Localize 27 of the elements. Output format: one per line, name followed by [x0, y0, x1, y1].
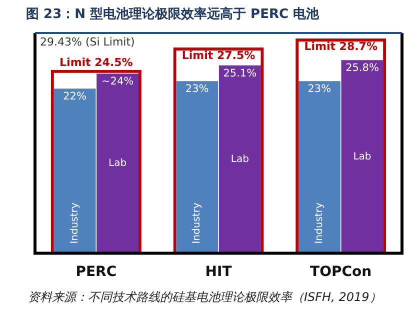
chart-title: 图 23：N 型电池理论极限效率远高于 PERC 电池: [26, 6, 320, 23]
text: Industry: [314, 202, 326, 244]
data-label: ~24%: [102, 76, 134, 88]
x-tick-label: TOPCon: [310, 264, 372, 280]
data-label: 25.1%: [223, 67, 257, 80]
data-label: 22%: [63, 90, 86, 103]
x-tick-label: PERC: [76, 264, 117, 280]
data-label: Limit 28.7%: [304, 40, 378, 53]
data-label: 23%: [308, 83, 332, 96]
data-label: Limit 24.5%: [60, 56, 133, 70]
text: Lab: [353, 151, 372, 162]
bar: [96, 74, 139, 254]
text: 资料来源：不同技术路线的硅基电池理论极限效率（ISFH, 2019）: [28, 289, 382, 306]
data-label: 23%: [185, 83, 209, 96]
data-label: Limit 27.5%: [182, 48, 256, 62]
bar: [54, 88, 96, 254]
bar: [341, 60, 384, 254]
series-label: Industry: [69, 202, 80, 244]
series-label: Lab: [230, 154, 249, 165]
data-label: 25.8%: [346, 62, 379, 74]
x-tick-label: HIT: [205, 264, 232, 280]
text: Lab: [108, 158, 127, 170]
bar: [298, 81, 340, 254]
ref-line-label: 29.43% (Si Limit): [40, 35, 135, 48]
text: Industry: [192, 202, 203, 244]
bar: [176, 81, 218, 254]
bar: [218, 65, 261, 254]
